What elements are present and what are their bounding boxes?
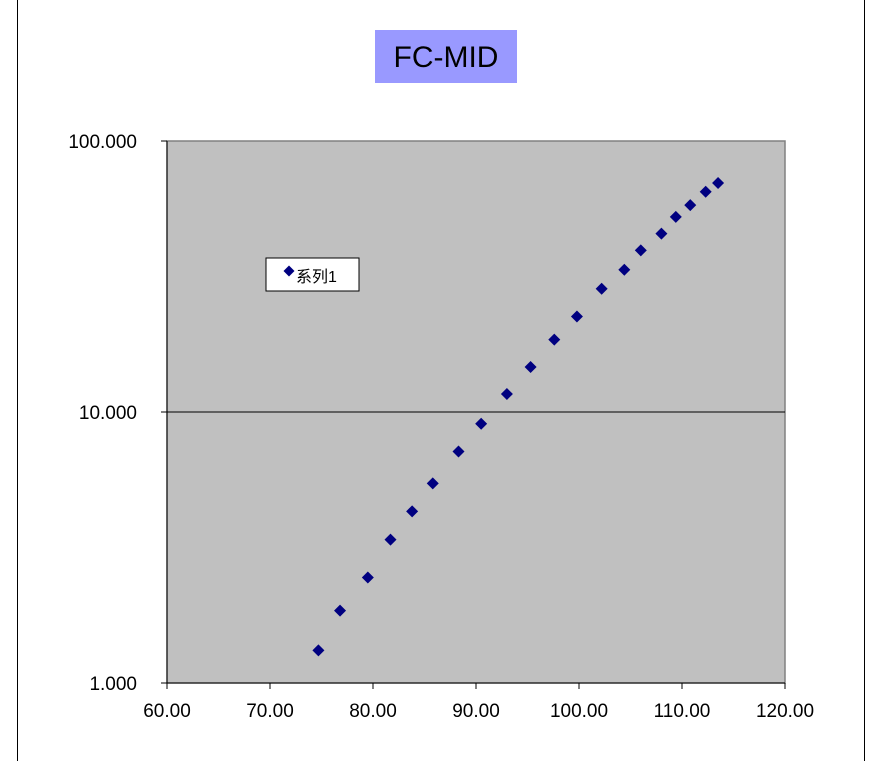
y-tick-label: 10.000 [79,403,137,424]
data-point [655,227,668,240]
x-tick-label: 70.00 [246,701,294,722]
data-point [634,244,647,257]
legend-label: 系列1 [296,268,337,286]
data-point [406,505,419,518]
y-tick-label: 1.000 [89,674,137,695]
chart-title: FC-MID [394,41,499,74]
x-tick-label: 80.00 [349,701,397,722]
data-point [524,361,537,374]
data-point [699,185,712,198]
axis-layer: 1.000 10.000 100.000 60.00 70.00 80.00 90.00 10… [68,132,814,722]
data-point [475,417,488,430]
x-tick-label: 60.00 [143,701,191,722]
data-point [426,477,439,490]
data-point [452,445,465,458]
legend: 系列1 [265,257,360,292]
x-tick-label: 100.00 [550,701,608,722]
data-point [570,310,583,323]
x-tick-label: 90.00 [452,701,500,722]
data-point [595,282,608,295]
x-tick-label: 110.00 [654,701,711,722]
data-point [384,533,397,546]
data-point [334,604,347,617]
y-tick-label: 100.000 [68,132,137,153]
data-point [500,388,513,401]
data-point [548,333,561,346]
data-point [312,644,325,657]
data-point [361,571,374,584]
data-point [618,263,631,276]
x-tick-label: 120.00 [756,701,814,722]
series-layer [312,176,725,657]
title-background [375,30,517,83]
legend-box [265,257,360,292]
data-point [669,210,682,223]
data-point [684,199,697,212]
data-point [712,176,725,189]
legend-marker-diamond [283,265,295,277]
